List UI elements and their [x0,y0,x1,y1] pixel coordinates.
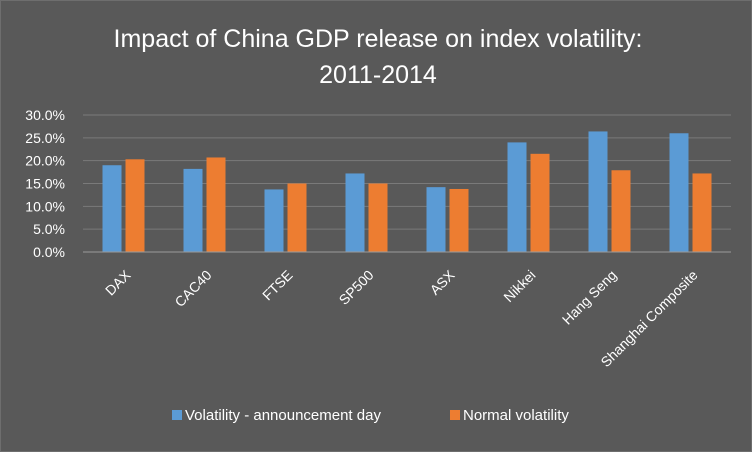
y-tick-label: 10.0% [25,198,65,214]
bar-announcement-day-asx [426,187,446,252]
bar-normal-sp500 [368,183,388,252]
bar-normal-asx [449,188,469,252]
y-tick-label: 30.0% [25,107,65,123]
y-tick-label: 5.0% [33,221,65,237]
bar-announcement-day-dax [102,165,122,252]
x-tick-label: Nikkei [500,267,538,305]
legend-swatch [450,410,460,420]
x-tick-label: FTSE [259,267,296,304]
bar-announcement-day-sp500 [345,173,365,252]
x-tick-label: SP500 [336,267,377,308]
x-axis-ticks: DAX CAC40 FTSE SP500 ASX Nikkei Hang SengShang… [102,266,701,370]
bar-announcement-day-nikkei [507,142,527,252]
bar-normal-hang-seng [611,170,631,252]
y-tick-label: 25.0% [25,130,65,146]
y-tick-label: 15.0% [25,176,65,192]
x-tick-label: ASX [426,266,458,298]
legend-label: Normal volatility [463,407,569,424]
x-tick-label: CAC40 [171,267,214,310]
legend: Volatility - announcement day Normal vola… [172,407,569,424]
bar-normal-dax [125,159,145,252]
gridlines [83,114,731,230]
bar-normal-nikkei [530,153,550,252]
x-tick-label: DAX [102,266,134,298]
legend-label: Volatility - announcement day [185,407,381,424]
chart-title-line-1: Impact of China GDP release on index vol… [114,25,643,53]
x-tick-label: Hang Seng [559,267,620,328]
bar-announcement-day-cac40 [183,168,203,252]
bars [102,131,712,252]
bar-normal-cac40 [206,157,226,252]
bar-normal-ftse [287,183,307,252]
y-tick-label: 0.0% [33,244,65,260]
bar-announcement-day-shanghai-composite [669,133,689,252]
bar-announcement-day-ftse [264,189,284,252]
y-tick-label: 20.0% [25,153,65,169]
legend-swatch [172,410,182,420]
bar-announcement-day-hang-seng [588,131,608,252]
y-axis-ticks: 0.0% 5.0% 10.0% 15.0% 20.0% 25.0% 30.0% [25,107,65,260]
bar-normal-shanghai-composite [692,173,712,252]
chart-title-line-2: 2011-2014 [319,61,437,89]
